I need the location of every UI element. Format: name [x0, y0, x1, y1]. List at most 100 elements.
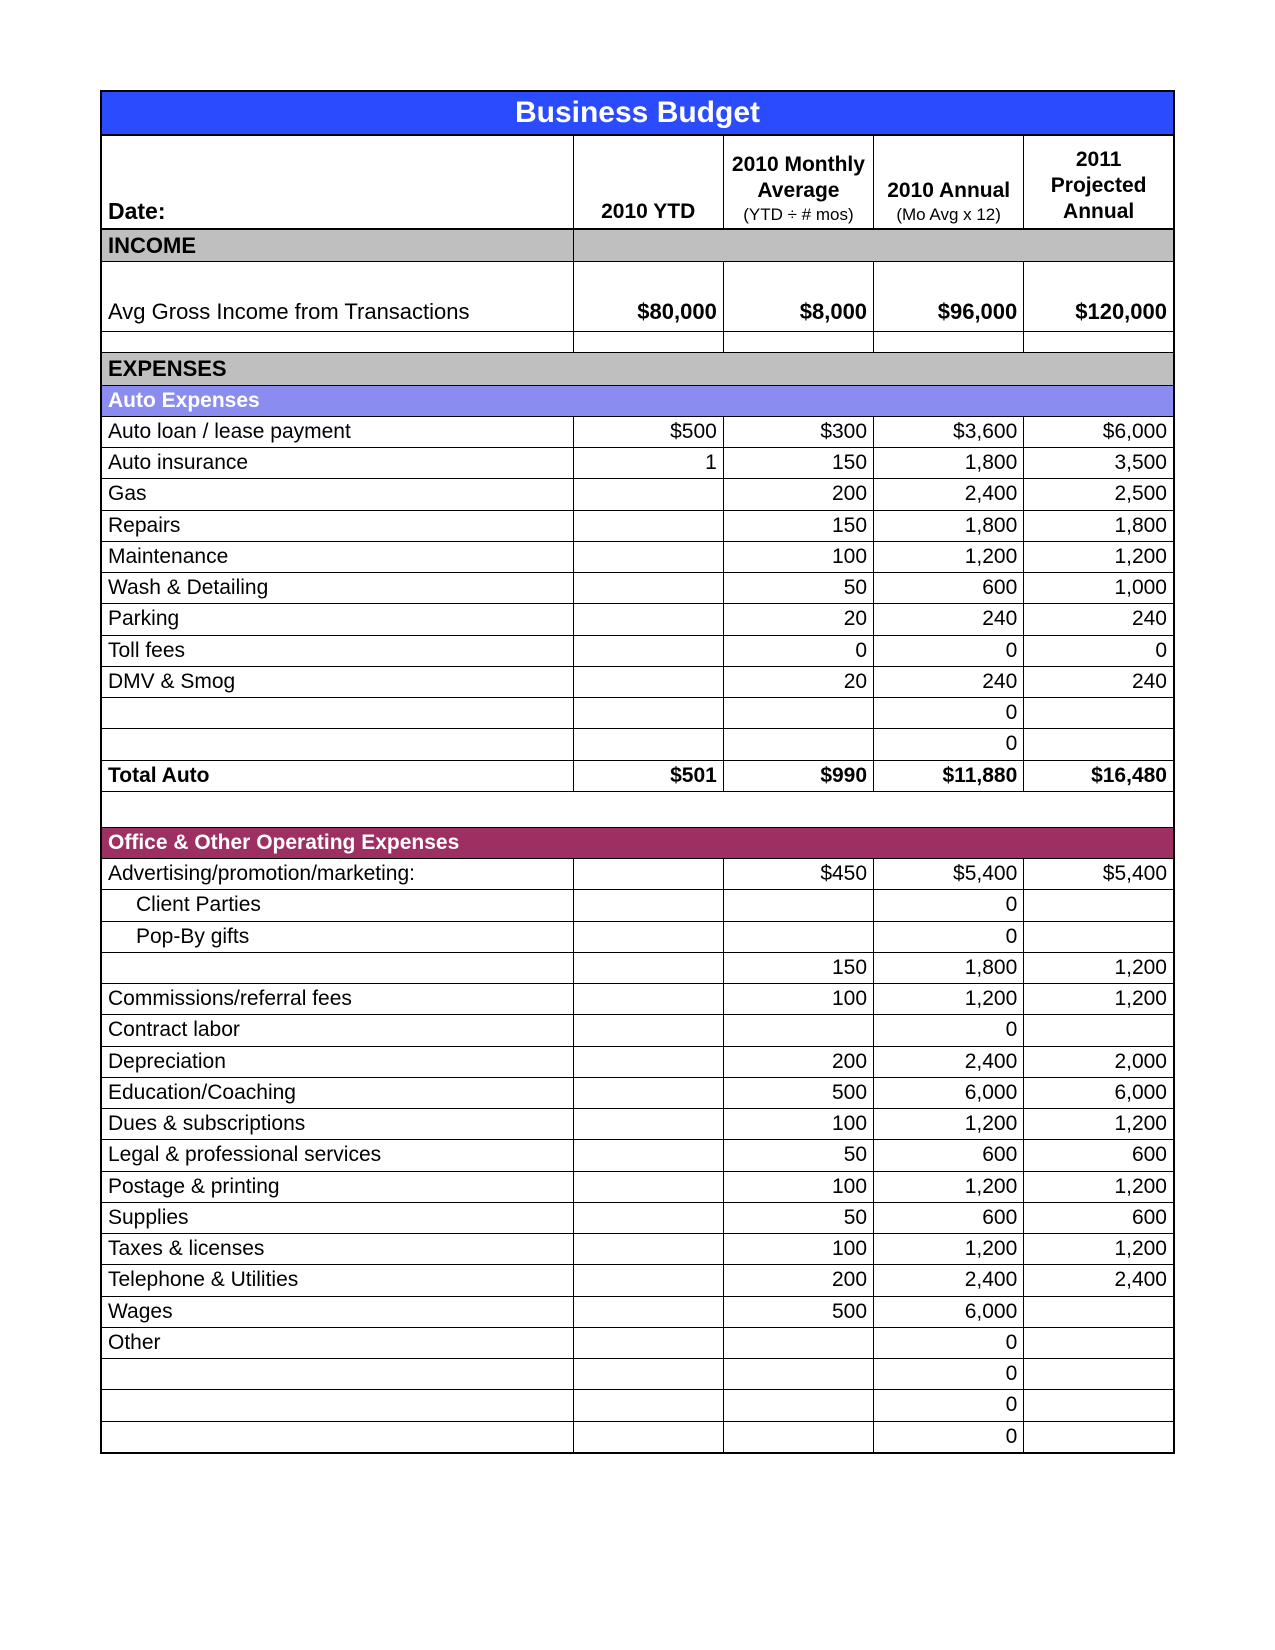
- office-expense-value: 100: [723, 984, 873, 1015]
- office-expense-value: 500: [723, 1077, 873, 1108]
- office-expense-value: 150: [723, 952, 873, 983]
- auto-expense-value: [1024, 698, 1174, 729]
- auto-expense-value: 0: [874, 635, 1024, 666]
- header-col3-sub: (Mo Avg x 12): [880, 204, 1017, 225]
- office-expense-value: [573, 890, 723, 921]
- auto-expense-value: [723, 698, 873, 729]
- income-label: INCOME: [101, 229, 573, 262]
- office-expense-value: 1,200: [1024, 1234, 1174, 1265]
- auto-expense-value: 240: [874, 604, 1024, 635]
- office-expense-row: Wages5006,000: [101, 1296, 1174, 1327]
- office-expense-value: [573, 1140, 723, 1171]
- header-col2-sub: (YTD ÷ # mos): [730, 204, 867, 225]
- auto-expense-value: [573, 729, 723, 760]
- office-expense-row: Other0: [101, 1327, 1174, 1358]
- auto-expense-value: $300: [723, 416, 873, 447]
- spacer-row: [101, 791, 1174, 827]
- header-projected: 2011 Projected Annual: [1024, 135, 1174, 229]
- office-expense-label: Education/Coaching: [101, 1077, 573, 1108]
- header-ytd: 2010 YTD: [573, 135, 723, 229]
- office-expense-value: [723, 1015, 873, 1046]
- office-expense-value: [573, 952, 723, 983]
- auto-expense-value: 200: [723, 479, 873, 510]
- auto-expense-label: Parking: [101, 604, 573, 635]
- auto-expense-value: 0: [723, 635, 873, 666]
- office-expense-value: [1024, 921, 1174, 952]
- header-col3-main: 2010 Annual: [887, 179, 1010, 202]
- office-expense-value: 1,200: [874, 984, 1024, 1015]
- auto-expense-value: 1,200: [874, 541, 1024, 572]
- office-expense-row: 0: [101, 1390, 1174, 1421]
- auto-total-label: Total Auto: [101, 760, 573, 791]
- auto-expense-value: 150: [723, 448, 873, 479]
- office-expense-value: 1,200: [1024, 1109, 1174, 1140]
- office-expense-value: [573, 1046, 723, 1077]
- office-expense-value: [573, 859, 723, 890]
- office-expense-label: Contract labor: [101, 1015, 573, 1046]
- office-expense-label: Wages: [101, 1296, 573, 1327]
- auto-expense-value: [573, 635, 723, 666]
- office-expense-value: 600: [874, 1140, 1024, 1171]
- office-expense-value: [723, 890, 873, 921]
- office-expense-value: 50: [723, 1202, 873, 1233]
- office-expense-value: 200: [723, 1046, 873, 1077]
- auto-expense-value: 100: [723, 541, 873, 572]
- office-expense-value: 0: [874, 1015, 1024, 1046]
- office-expense-value: 2,400: [1024, 1265, 1174, 1296]
- blank-row: [101, 332, 1174, 353]
- income-section-header: INCOME: [101, 229, 1174, 262]
- auto-expense-value: 0: [1024, 635, 1174, 666]
- office-expense-value: [1024, 890, 1174, 921]
- office-expense-value: [1024, 1015, 1174, 1046]
- office-expense-value: 1,200: [874, 1171, 1024, 1202]
- office-expense-label: [101, 1359, 573, 1390]
- office-expenses-label: Office & Other Operating Expenses: [101, 827, 1174, 858]
- office-expense-value: [1024, 1296, 1174, 1327]
- auto-expense-row: DMV & Smog20240240: [101, 666, 1174, 697]
- office-expense-value: 0: [874, 1359, 1024, 1390]
- auto-expense-value: [573, 541, 723, 572]
- office-expense-row: Postage & printing1001,2001,200: [101, 1171, 1174, 1202]
- auto-expense-value: [573, 479, 723, 510]
- auto-expense-value: 2,500: [1024, 479, 1174, 510]
- income-row-label: Avg Gross Income from Transactions: [101, 262, 573, 332]
- office-expense-value: [723, 1421, 873, 1453]
- office-expense-value: [723, 1359, 873, 1390]
- office-expense-value: [573, 1390, 723, 1421]
- office-expense-value: 2,400: [874, 1046, 1024, 1077]
- office-expense-value: 1,200: [1024, 1171, 1174, 1202]
- office-expense-value: 6,000: [874, 1077, 1024, 1108]
- office-expense-value: [1024, 1390, 1174, 1421]
- auto-expense-row: Auto insurance11501,8003,500: [101, 448, 1174, 479]
- office-expense-label: Dues & subscriptions: [101, 1109, 573, 1140]
- office-expense-value: 500: [723, 1296, 873, 1327]
- office-expense-row: 0: [101, 1359, 1174, 1390]
- office-expense-value: 0: [874, 921, 1024, 952]
- office-expense-value: 2,000: [1024, 1046, 1174, 1077]
- office-expense-value: [573, 1077, 723, 1108]
- office-expense-row: Contract labor 0: [101, 1015, 1174, 1046]
- office-expense-value: [573, 1421, 723, 1453]
- office-expense-row: Client Parties0: [101, 890, 1174, 921]
- income-row: Avg Gross Income from Transactions $80,0…: [101, 262, 1174, 332]
- office-expense-row: Depreciation 2002,4002,000: [101, 1046, 1174, 1077]
- title-row: Business Budget: [101, 91, 1174, 135]
- office-expense-value: [573, 921, 723, 952]
- auto-expense-value: 240: [1024, 666, 1174, 697]
- office-expense-value: 200: [723, 1265, 873, 1296]
- header-date: Date:: [101, 135, 573, 229]
- auto-expenses-header: Auto Expenses: [101, 385, 1174, 416]
- office-expense-label: Depreciation: [101, 1046, 573, 1077]
- office-expense-label: [101, 952, 573, 983]
- office-expense-label: Telephone & Utilities: [101, 1265, 573, 1296]
- office-expense-value: [573, 1296, 723, 1327]
- auto-expense-label: DMV & Smog: [101, 666, 573, 697]
- office-expense-value: 0: [874, 1390, 1024, 1421]
- office-expense-value: 100: [723, 1109, 873, 1140]
- auto-expense-label: Toll fees: [101, 635, 573, 666]
- office-expense-row: Telephone & Utilities2002,4002,400: [101, 1265, 1174, 1296]
- office-expense-value: [723, 921, 873, 952]
- office-expense-value: 50: [723, 1140, 873, 1171]
- office-expense-value: 0: [874, 1327, 1024, 1358]
- office-expense-row: Commissions/referral fees1001,2001,200: [101, 984, 1174, 1015]
